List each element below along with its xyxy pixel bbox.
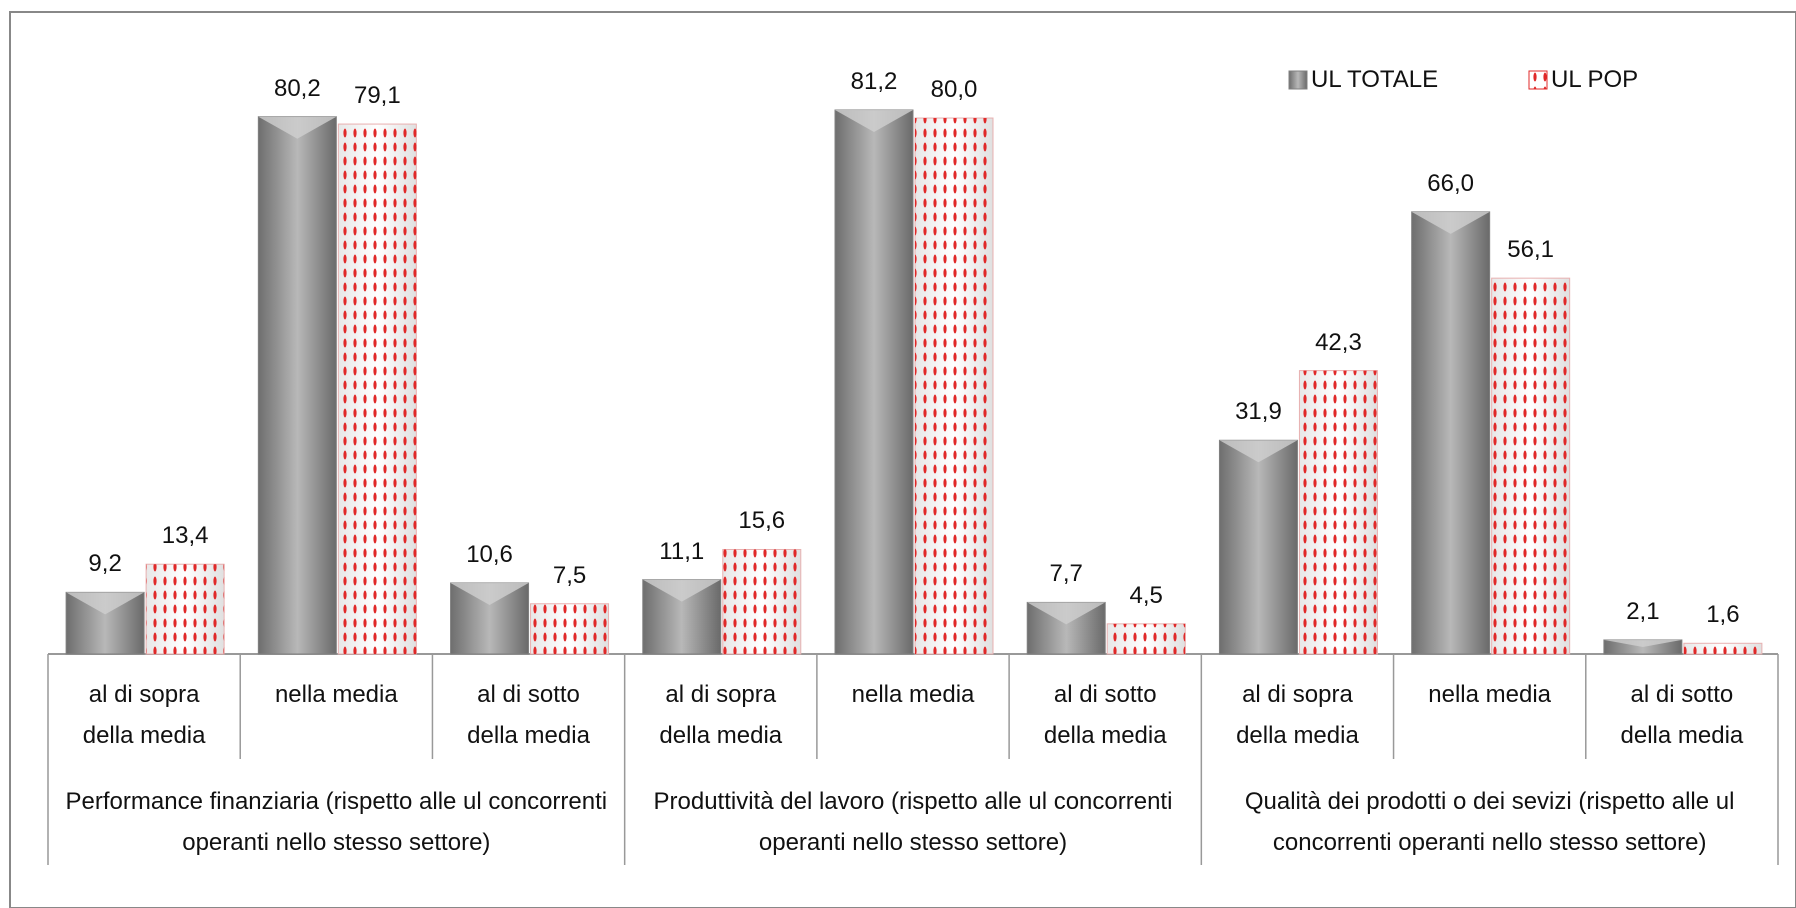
x-tick-label: al di sotto della media bbox=[467, 681, 590, 749]
x-tick-label: nella media bbox=[1428, 681, 1552, 708]
group-label: Produttività del lavoro (rispetto alle u… bbox=[653, 788, 1173, 856]
data-label: 7,7 bbox=[1049, 560, 1083, 588]
group-label: Qualità dei prodotti o dei sevizi (rispe… bbox=[1244, 788, 1735, 856]
x-tick-label: al di sotto della media bbox=[1043, 681, 1167, 749]
bar bbox=[722, 548, 802, 655]
data-label: 80,0 bbox=[930, 76, 978, 104]
legend-label: UL TOTALE bbox=[1311, 66, 1439, 93]
data-label: 13,4 bbox=[161, 522, 209, 550]
data-label: 42,3 bbox=[1315, 328, 1362, 356]
bar bbox=[450, 582, 530, 655]
data-label: 79,1 bbox=[353, 82, 401, 110]
x-tick-label: nella media bbox=[274, 681, 398, 708]
data-label: 7,5 bbox=[552, 561, 587, 589]
bar bbox=[642, 579, 722, 655]
group-label: Performance finanziaria (rispetto alle u… bbox=[65, 788, 608, 856]
bar bbox=[834, 109, 914, 655]
bar bbox=[1298, 370, 1378, 655]
data-label: 81,2 bbox=[850, 68, 898, 95]
data-label: 9,2 bbox=[88, 550, 122, 578]
data-label: 4,5 bbox=[1129, 581, 1163, 609]
x-tick-label: al di sopra della media bbox=[1236, 681, 1359, 749]
bar bbox=[1603, 639, 1683, 655]
bar bbox=[1491, 277, 1571, 655]
bar bbox=[257, 116, 337, 655]
bar bbox=[337, 123, 417, 655]
data-label: 31,9 bbox=[1235, 398, 1282, 426]
bar bbox=[65, 591, 145, 655]
data-label: 2,1 bbox=[1626, 597, 1660, 625]
bar bbox=[1683, 642, 1763, 655]
data-label: 56,1 bbox=[1507, 236, 1555, 264]
frame bbox=[9, 11, 1796, 908]
data-label: 10,6 bbox=[466, 540, 513, 568]
x-tick-label: al di sopra della media bbox=[82, 681, 206, 749]
legend-label: UL POP bbox=[1551, 66, 1639, 93]
x-tick-label: al di sopra della media bbox=[659, 681, 783, 749]
data-label: 11,1 bbox=[659, 537, 705, 565]
legend-swatch bbox=[1288, 70, 1308, 90]
bar bbox=[1026, 601, 1106, 655]
bar bbox=[1106, 623, 1186, 655]
bar bbox=[1411, 211, 1491, 655]
data-label: 1,6 bbox=[1706, 601, 1740, 629]
bar bbox=[145, 563, 225, 655]
bar bbox=[1218, 439, 1298, 655]
data-label: 80,2 bbox=[273, 74, 321, 102]
legend-swatch bbox=[1528, 70, 1548, 90]
bar bbox=[530, 603, 610, 655]
data-label: 66,0 bbox=[1427, 169, 1475, 197]
data-label: 15,6 bbox=[738, 507, 786, 535]
x-tick-label: al di sotto della media bbox=[1620, 681, 1744, 749]
bar bbox=[914, 117, 994, 655]
x-tick-label: nella media bbox=[851, 681, 975, 708]
